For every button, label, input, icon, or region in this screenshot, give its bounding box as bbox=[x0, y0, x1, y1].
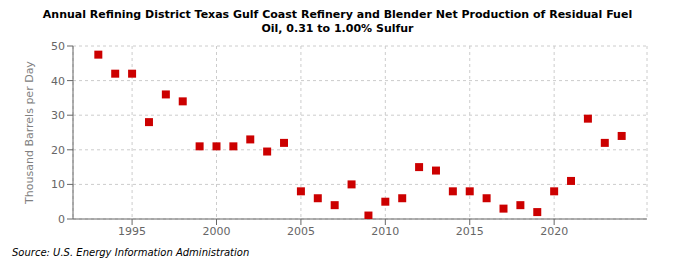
svg-text:10: 10 bbox=[51, 178, 65, 191]
svg-text:Thousand Barrels per Day: Thousand Barrels per Day bbox=[23, 61, 36, 205]
html-text:Annual Refining District Texas: Annual Refining District Texas Gulf Coas… bbox=[42, 8, 633, 21]
svg-text:2020: 2020 bbox=[540, 225, 568, 238]
svg-text:30: 30 bbox=[51, 109, 65, 122]
svg-text:2010: 2010 bbox=[371, 225, 399, 238]
html-text:Source: U.S. Energy Informatio: Source: U.S. Energy Information Administ… bbox=[12, 247, 250, 258]
svg-text:0: 0 bbox=[58, 213, 65, 226]
svg-text:1995: 1995 bbox=[118, 225, 146, 238]
svg-text:2005: 2005 bbox=[287, 225, 315, 238]
svg-text:20: 20 bbox=[51, 144, 65, 157]
html-text:Oil, 0.31 to 1.00% Sulfur: Oil, 0.31 to 1.00% Sulfur bbox=[261, 22, 414, 35]
svg-text:50: 50 bbox=[51, 40, 65, 53]
svg-text:40: 40 bbox=[51, 75, 65, 88]
svg-text:2015: 2015 bbox=[456, 225, 484, 238]
svg-text:2000: 2000 bbox=[203, 225, 231, 238]
